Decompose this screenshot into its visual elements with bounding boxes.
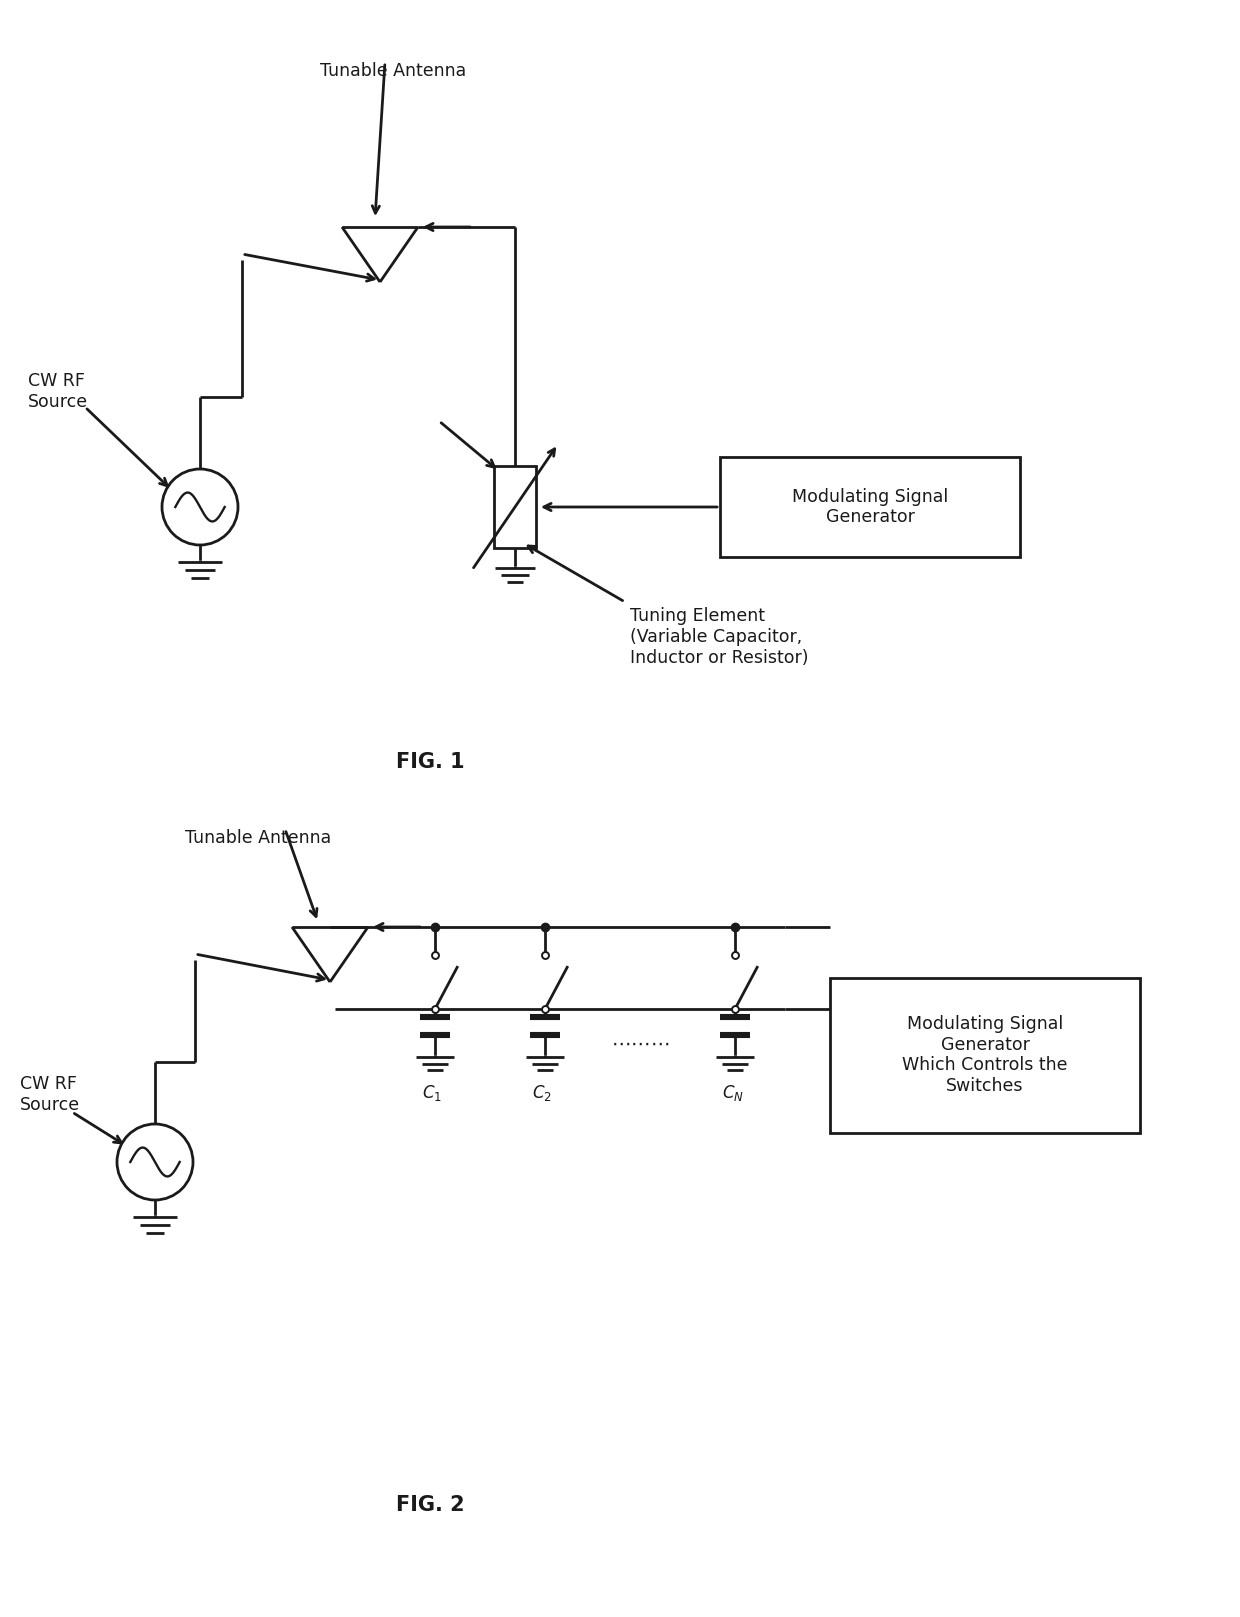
Text: $C_N$: $C_N$ — [722, 1083, 744, 1103]
Text: CW RF
Source: CW RF Source — [29, 372, 88, 411]
Bar — [720, 458, 1021, 556]
Text: $C_1$: $C_1$ — [422, 1083, 441, 1103]
Text: $\cdots\cdots\cdots$: $\cdots\cdots\cdots$ — [611, 1033, 670, 1053]
Bar — [494, 466, 536, 548]
Text: Modulating Signal
Generator
Which Controls the
Switches: Modulating Signal Generator Which Contro… — [903, 1015, 1068, 1095]
Text: Tunable Antenna: Tunable Antenna — [185, 830, 331, 847]
Text: Tuning Element
(Variable Capacitor,
Inductor or Resistor): Tuning Element (Variable Capacitor, Indu… — [630, 606, 808, 666]
Text: FIG. 2: FIG. 2 — [396, 1496, 464, 1515]
Text: $C_2$: $C_2$ — [532, 1083, 552, 1103]
Text: FIG. 1: FIG. 1 — [396, 752, 464, 771]
Bar — [830, 978, 1140, 1132]
Text: Modulating Signal
Generator: Modulating Signal Generator — [792, 488, 949, 527]
Text: CW RF
Source: CW RF Source — [20, 1075, 81, 1114]
Text: Tunable Antenna: Tunable Antenna — [320, 61, 466, 79]
